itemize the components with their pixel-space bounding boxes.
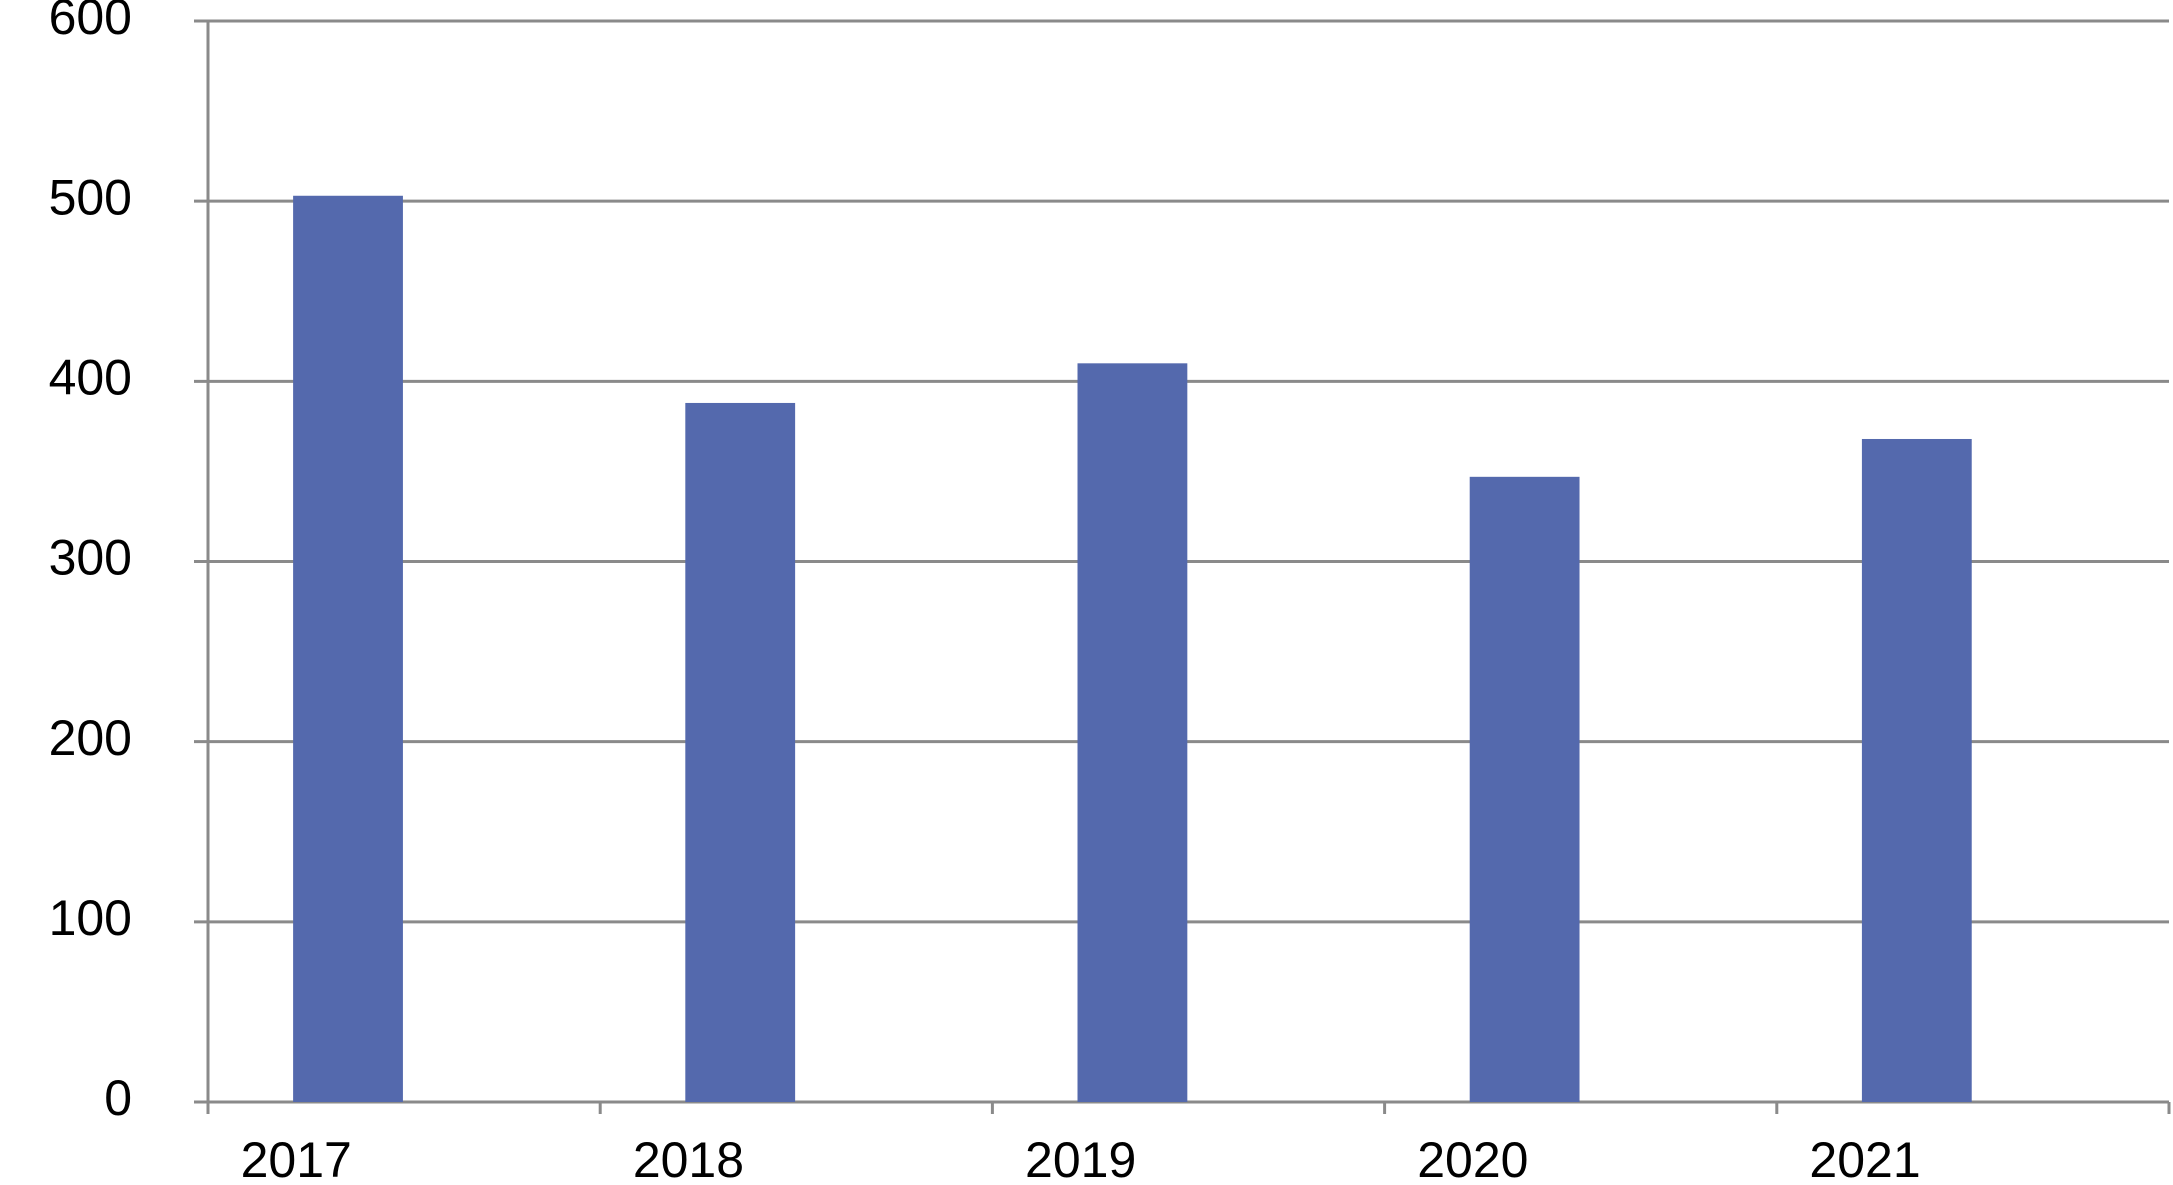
bar: [293, 195, 403, 1103]
x-tick-label: 2019: [1025, 1132, 1136, 1185]
y-tick-label: 400: [49, 350, 132, 406]
x-tick-label: 2017: [241, 1132, 352, 1185]
y-tick-label: 300: [49, 530, 132, 586]
y-tick-label: 600: [49, 0, 132, 45]
x-tick-label: 2018: [633, 1132, 744, 1185]
x-tick-label: 2020: [1417, 1132, 1528, 1185]
bar: [685, 402, 796, 1102]
bar: [1861, 438, 1972, 1102]
x-tick-label: 2021: [1809, 1132, 1920, 1185]
bar: [1077, 363, 1188, 1103]
y-tick-label: 500: [49, 169, 132, 225]
y-tick-label: 100: [49, 890, 132, 946]
y-tick-label: 200: [49, 710, 132, 766]
y-tick-label: 0: [104, 1070, 132, 1126]
bar: [1469, 476, 1580, 1102]
